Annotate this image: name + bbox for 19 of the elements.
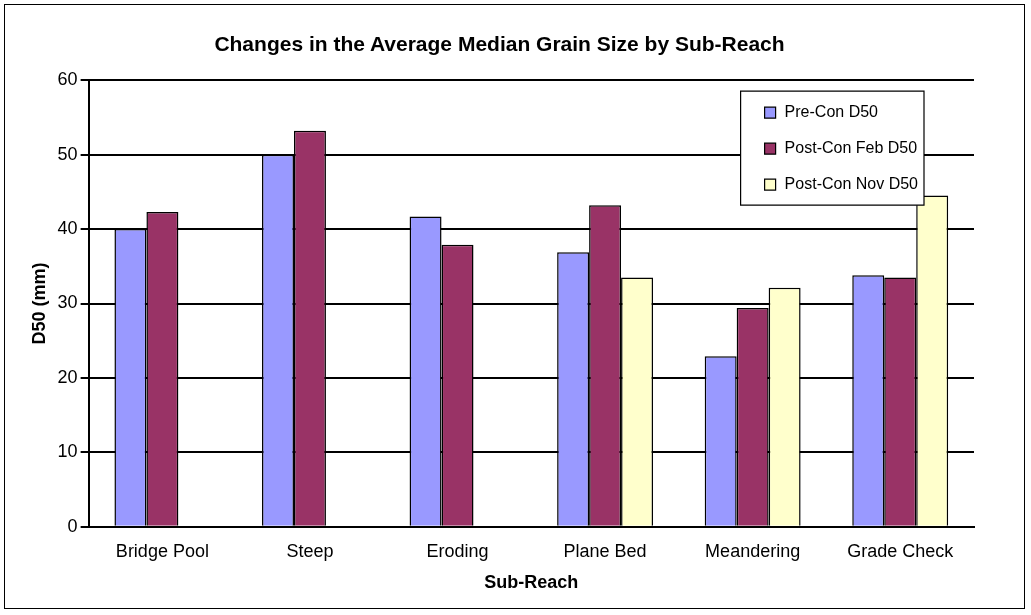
legend-label: Post-Con Feb D50 xyxy=(784,138,918,156)
x-axis-title: Sub-Reach xyxy=(484,572,579,593)
y-tick-label: 50 xyxy=(57,143,78,164)
y-tick-label: 60 xyxy=(57,69,78,90)
x-tick-label: Grade Check xyxy=(847,540,955,561)
chart-title: Changes in the Average Median Grain Size by Sub-Reach xyxy=(214,32,785,56)
x-tick-label: Meandering xyxy=(705,540,801,561)
legend-label: Pre-Con D50 xyxy=(784,102,879,120)
x-tick-label: Eroding xyxy=(426,540,489,561)
y-tick-label: 0 xyxy=(67,515,78,536)
y-tick-label: 40 xyxy=(57,218,78,239)
x-tick-label: Steep xyxy=(286,540,334,561)
y-tick-label: 20 xyxy=(57,366,78,387)
y-tick-label: 30 xyxy=(57,292,78,313)
legend-label: Post-Con Nov D50 xyxy=(784,174,919,192)
y-axis-title: D50 (mm) xyxy=(28,262,49,345)
x-tick-label: Bridge Pool xyxy=(115,540,209,561)
y-tick-label: 10 xyxy=(57,441,78,462)
x-tick-label: Plane Bed xyxy=(563,540,647,561)
